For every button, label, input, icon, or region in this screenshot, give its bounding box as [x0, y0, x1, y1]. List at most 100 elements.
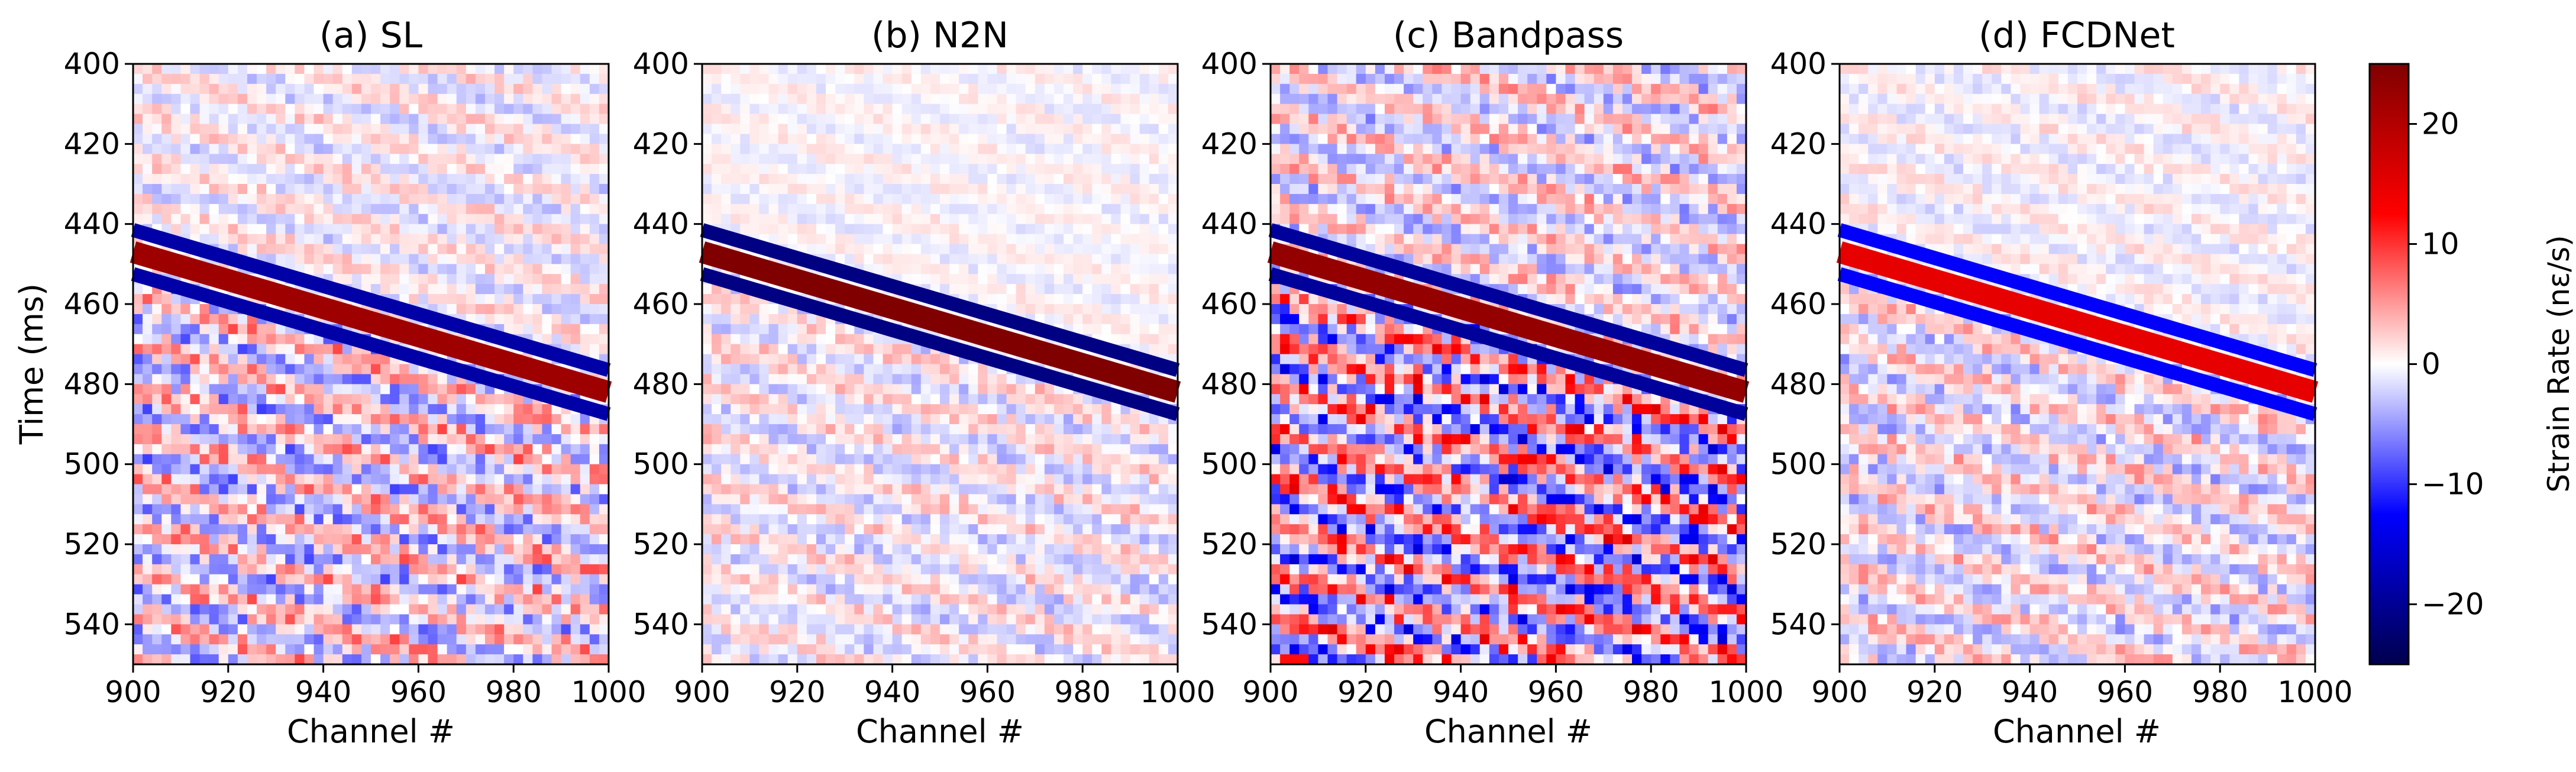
heatmap-cell [257, 504, 267, 515]
heatmap-cell [940, 193, 950, 205]
heatmap-cell [1006, 104, 1017, 115]
heatmap-cell [1016, 64, 1026, 75]
heatmap-cell [428, 494, 438, 505]
heatmap-cell [551, 304, 562, 315]
heatmap-cell [513, 424, 523, 435]
heatmap-cell [418, 193, 429, 205]
heatmap-cell [1120, 83, 1131, 95]
heatmap-cell [978, 374, 988, 385]
heatmap-cell [778, 174, 788, 185]
heatmap-cell [475, 554, 486, 565]
heatmap-cell [561, 73, 571, 85]
heatmap-cell [1082, 324, 1093, 335]
heatmap-cell [247, 374, 257, 385]
heatmap-cell [787, 384, 798, 395]
heatmap-cell [1158, 314, 1169, 325]
heatmap-cell [1064, 414, 1074, 425]
heatmap-cell [873, 444, 884, 455]
heatmap-cell [351, 144, 362, 154]
heatmap-cell [1158, 184, 1169, 195]
heatmap-cell [864, 164, 874, 175]
heatmap-cell [532, 193, 543, 205]
heatmap-cell [768, 434, 779, 445]
heatmap-cell [523, 414, 533, 425]
heatmap-cell [599, 564, 609, 575]
heatmap-cell [712, 394, 722, 405]
heatmap-cell [978, 144, 988, 154]
y-tick-label: 520 [64, 527, 120, 561]
heatmap-cell [1016, 174, 1026, 185]
heatmap-cell [171, 294, 181, 305]
heatmap-cell [892, 444, 903, 455]
heatmap-cell [797, 83, 807, 95]
heatmap-cell [418, 564, 429, 575]
heatmap-cell [466, 134, 476, 144]
heatmap-cell [997, 434, 1007, 445]
heatmap-cell [845, 83, 855, 95]
heatmap-cell [949, 234, 959, 245]
heatmap-cell [759, 414, 770, 425]
heatmap-cell [599, 584, 609, 595]
heatmap-cell [1149, 214, 1159, 225]
heatmap-cell [997, 214, 1007, 225]
heatmap-cell [561, 184, 571, 195]
heatmap-cell [835, 114, 845, 125]
heatmap-cell [542, 514, 552, 525]
heatmap-cell [1139, 184, 1150, 195]
heatmap-cell [940, 174, 950, 185]
heatmap-cell [218, 234, 229, 245]
heatmap-cell [551, 604, 562, 615]
heatmap-cell [199, 404, 210, 415]
heatmap-cell [466, 554, 476, 565]
heatmap-cell [390, 534, 400, 545]
heatmap-cell [237, 234, 248, 245]
heatmap-cell [787, 104, 798, 115]
heatmap-cell [295, 134, 305, 144]
heatmap-cell [1158, 93, 1169, 105]
heatmap-cell [949, 174, 959, 185]
heatmap-cell [930, 364, 940, 375]
heatmap-cell [161, 394, 172, 405]
heatmap-cell [161, 454, 172, 465]
heatmap-cell [285, 64, 295, 75]
heatmap-cell [940, 364, 950, 375]
heatmap-cell [504, 574, 514, 585]
heatmap-cell [1101, 284, 1112, 295]
heatmap-cell [399, 614, 409, 625]
heatmap-cell [466, 104, 476, 115]
heatmap-cell [589, 564, 600, 575]
heatmap-cell [313, 214, 324, 225]
heatmap-cell [323, 214, 334, 225]
heatmap-cell [276, 154, 286, 164]
heatmap-cell [978, 444, 988, 455]
heatmap-cell [920, 374, 931, 385]
heatmap-cell [437, 634, 448, 645]
heatmap-cell [494, 124, 505, 135]
heatmap-cell [968, 154, 978, 164]
heatmap-cell [1139, 284, 1150, 295]
heatmap-cell [304, 424, 315, 435]
heatmap-cell [409, 214, 419, 225]
heatmap-cell [447, 504, 457, 515]
heatmap-cell [787, 394, 798, 405]
heatmap-cell [295, 193, 305, 205]
heatmap-cell [295, 164, 305, 175]
heatmap-cell [428, 204, 438, 215]
heatmap-cell [161, 584, 172, 595]
heatmap-cell [721, 454, 731, 465]
heatmap-cell [513, 224, 523, 235]
heatmap-cell [295, 504, 305, 515]
heatmap-cell [845, 224, 855, 235]
heatmap-cell [749, 344, 760, 355]
heatmap-cell [570, 454, 581, 465]
heatmap-cell [949, 264, 959, 274]
heatmap-cell [580, 444, 590, 455]
heatmap-cell [702, 134, 712, 144]
heatmap-cell [409, 204, 419, 215]
heatmap-cell [342, 634, 353, 645]
heatmap-cell [133, 214, 143, 225]
heatmap-cell [997, 193, 1007, 205]
heatmap-cell [199, 304, 210, 315]
heatmap-cell [978, 104, 988, 115]
heatmap-cell [1092, 244, 1102, 255]
